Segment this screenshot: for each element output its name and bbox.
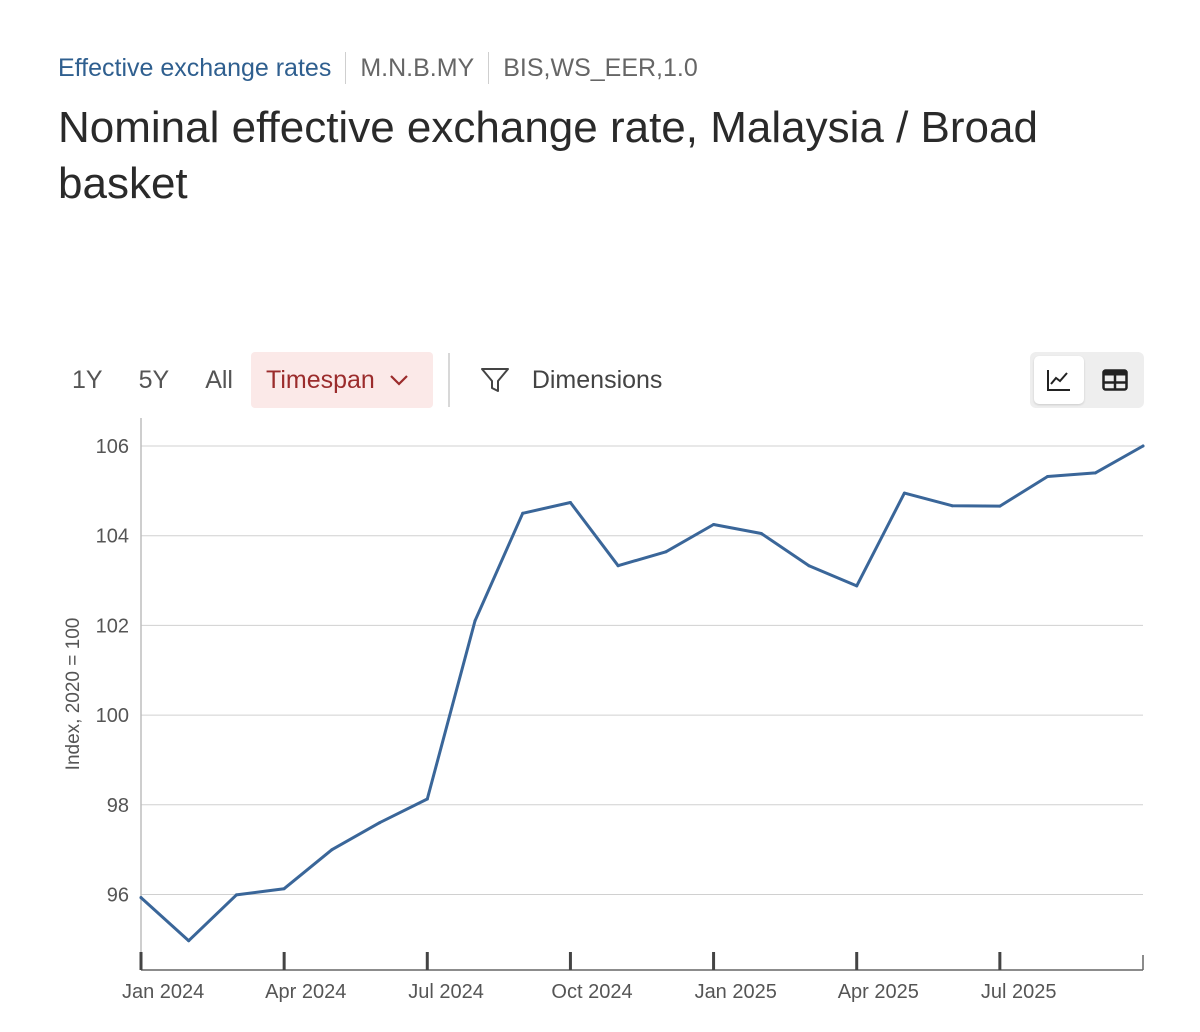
- x-tick-label: Jan 2024: [122, 981, 204, 1003]
- range-5y-button[interactable]: 5Y: [138, 365, 170, 394]
- line-chart-icon: [1047, 370, 1070, 391]
- range-1y-button[interactable]: 1Y: [72, 365, 103, 394]
- data-point: [1046, 475, 1050, 478]
- x-tick-label: Jan 2025: [695, 981, 777, 1003]
- x-tick-label: Apr 2025: [838, 981, 919, 1003]
- chart-view-button[interactable]: [1034, 356, 1084, 404]
- data-point: [568, 501, 572, 504]
- breadcrumb-dataflow: BIS,WS_EER,1.0: [503, 53, 698, 82]
- data-point: [712, 523, 716, 526]
- x-tick-label: Jul 2024: [408, 981, 484, 1003]
- table-view-button[interactable]: [1090, 356, 1140, 404]
- data-point: [473, 619, 477, 623]
- view-toggle: [1030, 352, 1144, 408]
- data-point: [950, 504, 954, 508]
- x-tick-label: Oct 2024: [551, 981, 632, 1003]
- y-tick-label: 102: [96, 615, 129, 637]
- breadcrumb-dataset-link[interactable]: Effective exchange rates: [58, 53, 332, 82]
- data-point: [234, 893, 238, 897]
- x-tick-label: Jul 2025: [981, 981, 1057, 1003]
- range-all-button[interactable]: All: [205, 365, 233, 394]
- y-axis-title: Index, 2020 = 100: [63, 618, 84, 771]
- data-point: [998, 504, 1002, 508]
- data-point: [902, 491, 906, 495]
- line-chart: 96 98 100 102 104 106 Jan 2024 Apr 2024 Jul 2024…: [63, 418, 1145, 1003]
- dimensions-label: Dimensions: [531, 365, 663, 394]
- timespan-dropdown[interactable]: Timespan: [250, 352, 433, 408]
- data-point: [759, 532, 763, 535]
- dimensions-button[interactable]: Dimensions: [480, 365, 663, 395]
- data-point: [1093, 471, 1097, 475]
- data-point: [1141, 444, 1145, 448]
- series-line: [139, 444, 1145, 943]
- toolbar-divider: [447, 353, 450, 407]
- page-title: Nominal effective exchange rate, Malaysi…: [58, 103, 1038, 208]
- breadcrumb: Effective exchange rates M.N.B.MY BIS,WS…: [58, 52, 698, 84]
- data-point: [521, 511, 525, 515]
- timespan-label: Timespan: [265, 365, 375, 394]
- y-tick-label: 96: [107, 885, 129, 907]
- y-tick-label: 100: [96, 705, 129, 727]
- data-point: [187, 939, 191, 943]
- chevron-down-icon: [390, 375, 408, 386]
- table-icon: [1102, 369, 1128, 391]
- data-point: [855, 584, 859, 588]
- data-point: [425, 797, 429, 801]
- breadcrumb-separator: [345, 52, 347, 84]
- filter-icon: [480, 368, 509, 392]
- data-point: [282, 887, 286, 891]
- breadcrumb-separator: [488, 52, 490, 84]
- x-tick-label: Apr 2024: [265, 981, 346, 1003]
- y-tick-label: 98: [107, 795, 129, 817]
- y-tick-label: 104: [96, 526, 129, 548]
- breadcrumb-series-key: M.N.B.MY: [360, 53, 475, 82]
- data-point: [807, 564, 811, 568]
- data-point: [330, 848, 334, 852]
- data-point: [139, 896, 143, 900]
- data-point: [378, 821, 382, 825]
- chart-toolbar: 1Y 5Y All Timespan Dimensions: [58, 352, 662, 408]
- y-tick-label: 106: [96, 436, 129, 458]
- data-point: [664, 550, 668, 554]
- data-point: [616, 564, 620, 568]
